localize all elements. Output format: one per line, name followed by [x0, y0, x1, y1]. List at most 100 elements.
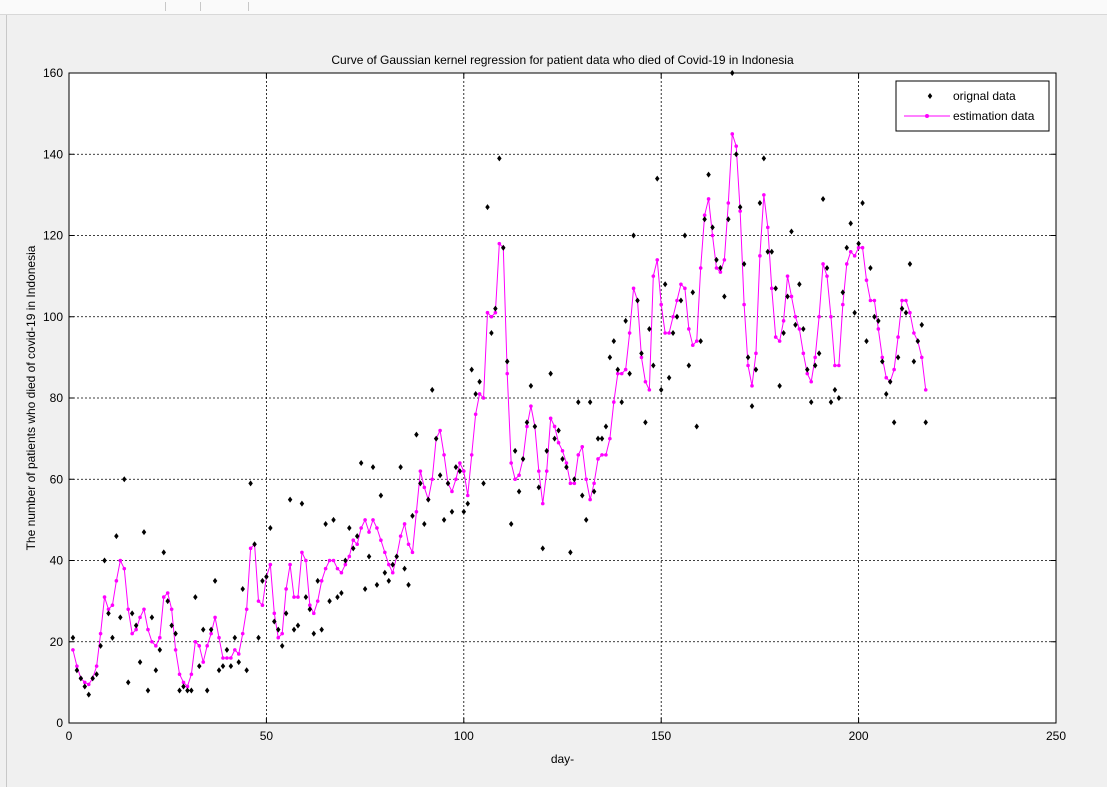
- original-data-point: [382, 569, 388, 576]
- estimation-data-point: [754, 351, 758, 356]
- original-data-point: [70, 634, 76, 641]
- original-data-point: [114, 533, 119, 540]
- original-data-point: [860, 200, 865, 206]
- original-data-point: [354, 533, 360, 540]
- estimation-data-point: [86, 682, 91, 687]
- estimation-data-point: [185, 684, 190, 689]
- estimation-data-point: [339, 570, 344, 575]
- original-data-point: [903, 309, 909, 316]
- estimation-data-point: [809, 379, 814, 384]
- original-data-point: [504, 358, 510, 365]
- estimation-data-point: [221, 656, 225, 660]
- estimation-data-point: [493, 310, 498, 315]
- original-data-point: [745, 354, 751, 361]
- estimation-data-point: [856, 245, 861, 250]
- estimation-data-point: [801, 351, 806, 356]
- estimation-data-point: [130, 631, 134, 636]
- original-data-point: [485, 204, 490, 211]
- original-data-point: [441, 516, 447, 523]
- original-data-point: [773, 285, 778, 292]
- x-axis-label: day-: [551, 752, 574, 766]
- original-data-point: [228, 663, 234, 670]
- original-data-point: [335, 594, 340, 601]
- original-data-point: [540, 545, 546, 552]
- estimation-data-point: [702, 213, 707, 217]
- x-tick-label: 100: [454, 729, 474, 743]
- original-data-point: [666, 374, 672, 381]
- estimation-data-point: [785, 274, 790, 278]
- original-data-point: [635, 297, 640, 304]
- original-data-point: [279, 642, 285, 649]
- estimation-data-point: [884, 375, 889, 380]
- estimation-data-point: [142, 607, 146, 612]
- estimation-data-point: [797, 327, 802, 331]
- original-data-point: [852, 309, 857, 316]
- original-data-point: [256, 634, 261, 641]
- estimation-data-point: [568, 481, 573, 486]
- original-data-point: [323, 520, 328, 527]
- estimation-data-point: [730, 132, 735, 136]
- original-data-point: [516, 488, 522, 495]
- original-data-point: [706, 171, 711, 178]
- original-data-point: [524, 419, 530, 426]
- original-data-point: [686, 362, 692, 369]
- estimation-data-point: [430, 477, 435, 482]
- estimation-data-point: [829, 314, 833, 319]
- estimation-data-point: [177, 672, 182, 677]
- estimation-data-point: [892, 367, 896, 372]
- estimation-data-point: [363, 518, 367, 522]
- chart-svg: 0 50 100 150 200 250 0 20 40 60 80 100 120 140 160 Cur…: [24, 53, 1066, 766]
- original-data-point: [544, 447, 549, 454]
- estimation-data-point: [371, 518, 375, 522]
- original-data-point: [631, 232, 636, 239]
- estimation-data-point: [169, 607, 174, 612]
- estimation-data-point: [517, 473, 521, 477]
- estimation-data-point: [900, 298, 904, 303]
- original-data-point: [327, 598, 332, 605]
- estimation-data-point: [690, 343, 695, 347]
- estimation-data-point: [379, 538, 383, 542]
- original-data-point: [137, 659, 143, 666]
- estimation-data-point: [71, 648, 75, 652]
- original-data-point: [627, 370, 632, 377]
- estimation-data-point: [718, 270, 723, 274]
- estimation-data-point: [347, 554, 352, 559]
- original-data-point: [122, 476, 127, 483]
- estimation-data-point: [197, 644, 202, 648]
- original-data-point: [643, 419, 648, 426]
- estimation-data-point: [852, 254, 857, 258]
- original-data-point: [520, 455, 526, 462]
- original-data-point: [856, 240, 861, 247]
- original-data-point: [86, 691, 91, 698]
- estimation-data-point: [465, 493, 470, 498]
- original-data-point: [812, 362, 818, 369]
- original-data-point: [883, 390, 889, 397]
- estimation-data-point: [525, 424, 529, 429]
- estimation-data-point: [481, 396, 486, 400]
- estimation-data-point: [410, 550, 415, 555]
- original-data-point: [698, 338, 703, 345]
- estimation-data-point: [138, 615, 142, 620]
- original-data-point: [658, 386, 664, 393]
- estimation-data-point: [841, 302, 845, 307]
- original-data-point: [406, 581, 411, 588]
- original-data-point: [461, 508, 467, 515]
- estimation-data-point: [746, 363, 750, 368]
- estimation-data-point: [813, 355, 817, 360]
- estimation-data-point: [687, 327, 691, 331]
- original-data-point: [390, 561, 395, 568]
- original-data-point: [603, 423, 609, 430]
- estimation-data-point: [489, 314, 494, 319]
- original-data-point: [907, 260, 913, 267]
- original-data-point: [832, 386, 838, 393]
- estimation-data-point: [537, 469, 541, 473]
- estimation-data-point: [260, 603, 265, 607]
- estimation-data-point: [698, 266, 703, 270]
- estimation-data-point: [722, 258, 727, 262]
- y-tick-label: 140: [43, 147, 63, 161]
- estimation-data-point: [758, 254, 762, 258]
- estimation-data-point: [623, 367, 628, 372]
- original-data-point: [761, 155, 767, 162]
- estimation-data-point: [556, 440, 561, 445]
- original-data-point: [733, 151, 739, 158]
